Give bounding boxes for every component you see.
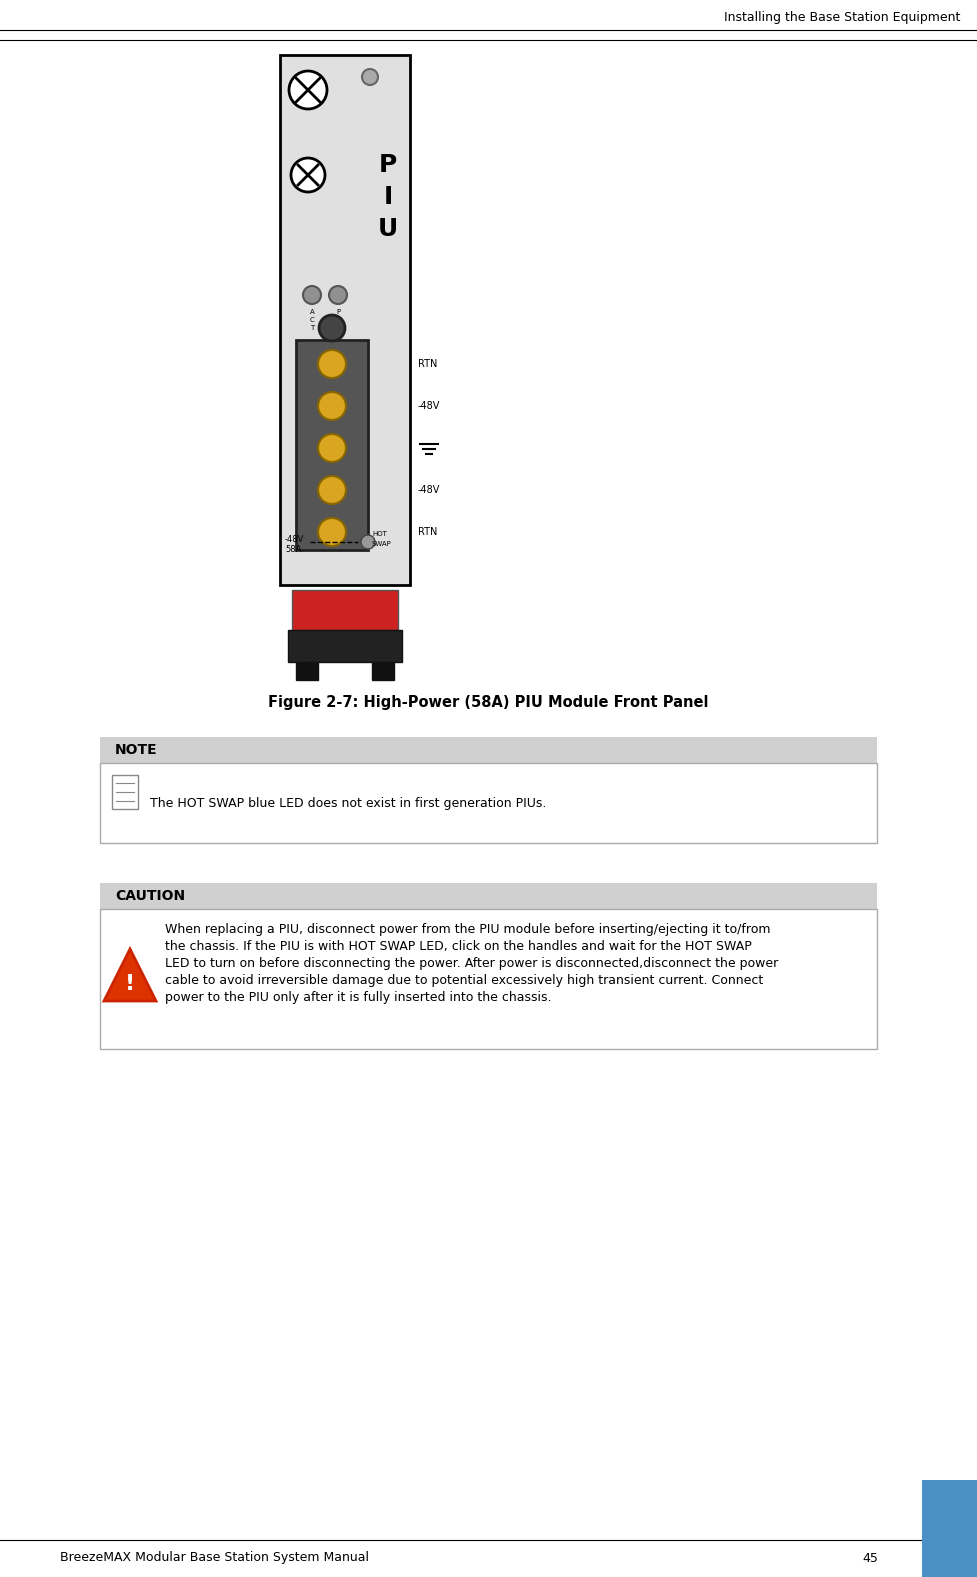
Text: 45: 45 [862,1552,878,1564]
Text: W: W [334,317,341,323]
Text: R: R [336,325,340,331]
FancyBboxPatch shape [280,55,410,585]
Text: P: P [336,309,340,315]
FancyBboxPatch shape [288,629,402,662]
Circle shape [318,350,346,378]
Text: T: T [310,325,315,331]
Circle shape [318,517,346,546]
Text: CAUTION: CAUTION [115,889,185,904]
Circle shape [362,69,378,85]
Text: When replacing a PIU, disconnect power from the PIU module before inserting/ejec: When replacing a PIU, disconnect power f… [165,923,779,1005]
Text: A: A [310,309,315,315]
Text: -48V: -48V [285,536,305,544]
Text: Installing the Base Station Equipment: Installing the Base Station Equipment [724,11,960,25]
Circle shape [318,393,346,419]
FancyBboxPatch shape [296,662,318,680]
Text: NOTE: NOTE [115,743,157,757]
FancyBboxPatch shape [292,590,398,629]
Circle shape [318,476,346,505]
FancyBboxPatch shape [100,736,877,763]
Text: BreezeMAX Modular Base Station System Manual: BreezeMAX Modular Base Station System Ma… [60,1552,369,1564]
Polygon shape [104,949,156,1001]
Text: -48V: -48V [418,401,441,412]
Circle shape [303,285,321,304]
Circle shape [291,158,325,192]
FancyBboxPatch shape [112,774,138,809]
Text: U: U [378,218,398,241]
Text: SWAP: SWAP [372,541,392,547]
Text: C: C [310,317,315,323]
FancyBboxPatch shape [922,1479,977,1541]
FancyBboxPatch shape [100,883,877,908]
Circle shape [361,535,375,549]
FancyBboxPatch shape [100,763,877,844]
FancyBboxPatch shape [100,908,877,1049]
Text: 58A: 58A [285,546,301,555]
FancyBboxPatch shape [296,341,368,550]
Text: !: ! [125,975,135,994]
Text: RTN: RTN [418,527,438,538]
Text: RTN: RTN [418,360,438,369]
Text: The HOT SWAP blue LED does not exist in first generation PIUs.: The HOT SWAP blue LED does not exist in … [150,796,546,809]
FancyBboxPatch shape [922,1541,977,1577]
Circle shape [318,434,346,462]
Text: I: I [383,185,393,210]
Circle shape [329,285,347,304]
FancyBboxPatch shape [372,662,394,680]
Circle shape [289,71,327,109]
Circle shape [319,315,345,341]
Text: -48V: -48V [418,486,441,495]
Text: Figure 2-7: High-Power (58A) PIU Module Front Panel: Figure 2-7: High-Power (58A) PIU Module … [268,694,708,710]
Text: HOT: HOT [372,531,387,538]
Text: P: P [379,153,397,177]
